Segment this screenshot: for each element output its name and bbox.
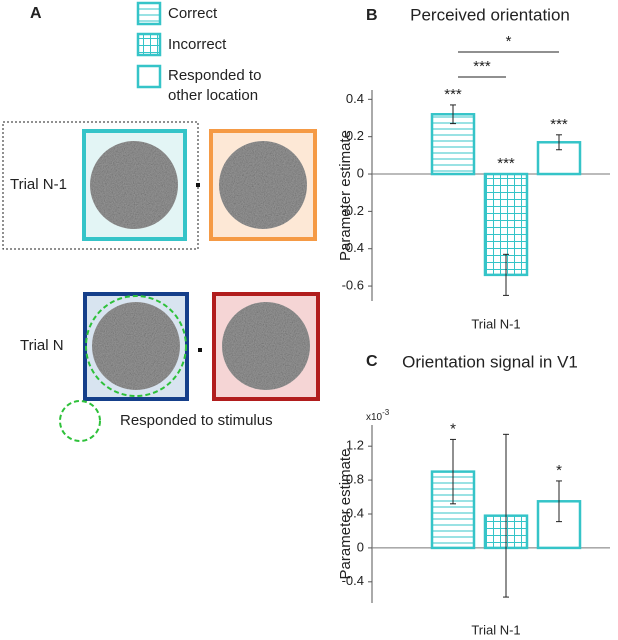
multiplier-exponent: -3 (382, 408, 390, 417)
panel-label: C (366, 353, 378, 370)
error-bar (450, 438, 456, 505)
fixation (196, 183, 200, 187)
y-tick-label: 0.8 (346, 472, 364, 487)
legend-swatch (136, 1, 162, 26)
significance: * (556, 462, 562, 479)
legend-swatch (136, 32, 162, 57)
legend-label: Responded to other location (168, 67, 262, 104)
significance: *** (497, 155, 515, 172)
fixation (198, 348, 202, 352)
axis-multiplier: x10-3 (366, 408, 390, 423)
legend-swatch (136, 64, 162, 89)
significance: *** (444, 86, 462, 103)
x-axis-label: Trial N-1 (471, 316, 520, 331)
error-bar (556, 134, 562, 151)
bracket-label: * (506, 33, 512, 50)
panel-label: B (366, 7, 378, 24)
stimulus (222, 302, 310, 390)
y-tick-label: 0.4 (346, 91, 364, 106)
panel-label: A (30, 5, 42, 22)
legend-label: Correct (168, 5, 218, 22)
error-bar (503, 253, 509, 296)
response-circle (59, 400, 101, 442)
bar (430, 470, 476, 550)
trial-frame (2, 121, 199, 250)
error-bar (450, 104, 456, 125)
y-tick-label: -0.2 (342, 203, 364, 218)
error-bar (503, 433, 509, 598)
y-axis-label: Parameter estimate (337, 449, 354, 580)
note: Responded to stimulus (120, 412, 273, 429)
legend-label: Incorrect (168, 36, 227, 53)
significance: *** (550, 116, 568, 133)
y-tick-label: 0.4 (346, 505, 364, 520)
stimulus (92, 302, 180, 390)
error-bar (556, 480, 562, 523)
y-tick-label: -0.4 (342, 240, 364, 255)
y-tick-label: 1.2 (346, 438, 364, 453)
trial-label: Trial N (20, 337, 64, 354)
trial-label: Trial N-1 (10, 176, 67, 193)
multiplier-base: x10 (366, 412, 383, 423)
bracket-label: *** (473, 58, 491, 75)
chart-title: Perceived orientation (410, 5, 570, 24)
significance: * (450, 420, 456, 437)
y-tick-label: -0.6 (342, 277, 364, 292)
stimulus (90, 141, 178, 229)
x-axis-label: Trial N-1 (471, 622, 520, 637)
response-circle (85, 295, 187, 397)
y-tick-label: -0.4 (342, 573, 364, 588)
chart-title: Orientation signal in V1 (402, 352, 578, 371)
y-tick-label: 0 (357, 165, 364, 180)
y-axis-label: Parameter estimate (337, 130, 354, 261)
y-tick-label: 0.2 (346, 128, 364, 143)
stimulus (219, 141, 307, 229)
y-tick-label: 0 (357, 539, 364, 554)
